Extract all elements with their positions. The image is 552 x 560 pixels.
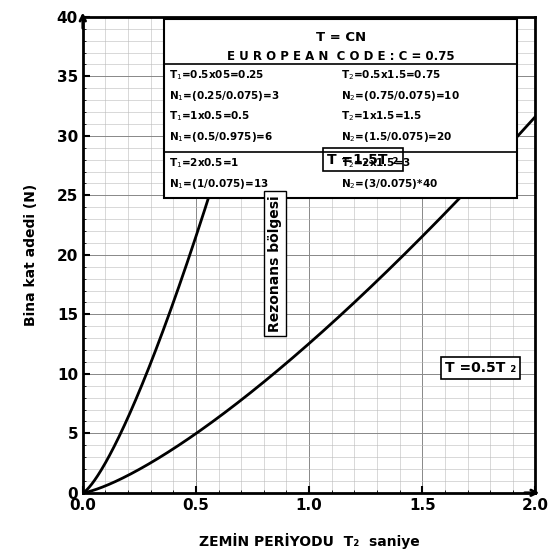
FancyBboxPatch shape	[164, 19, 517, 198]
Text: T$_1$=0.5x05=0.25: T$_1$=0.5x05=0.25	[169, 68, 264, 82]
Text: T$_2$=0.5x1.5=0.75: T$_2$=0.5x1.5=0.75	[341, 68, 440, 82]
Text: Rezonans bölgesi: Rezonans bölgesi	[268, 195, 282, 332]
Text: N$_1$=(1/0.075)=13: N$_1$=(1/0.075)=13	[169, 177, 269, 191]
Text: T =1.5T ₂: T =1.5T ₂	[327, 153, 399, 167]
Text: ZEMİN PERİYODU  T₂  saniye: ZEMİN PERİYODU T₂ saniye	[199, 533, 420, 549]
Text: Bina kat adedi (N): Bina kat adedi (N)	[24, 184, 38, 326]
Text: T =0.5T ₂: T =0.5T ₂	[445, 361, 516, 375]
Text: E U R O P E A N  C O D E : C = 0.75: E U R O P E A N C O D E : C = 0.75	[227, 50, 455, 63]
Text: N$_2$=(1.5/0.075)=20: N$_2$=(1.5/0.075)=20	[341, 129, 452, 143]
Text: N$_2$=(0.75/0.075)=10: N$_2$=(0.75/0.075)=10	[341, 88, 460, 102]
Text: T$_2$=2x1.5=3: T$_2$=2x1.5=3	[341, 156, 411, 170]
Text: T$_1$=1x0.5=0.5: T$_1$=1x0.5=0.5	[169, 109, 250, 123]
Text: N$_1$=(0.25/0.075)=3: N$_1$=(0.25/0.075)=3	[169, 88, 279, 102]
Text: T$_2$=1x1.5=1.5: T$_2$=1x1.5=1.5	[341, 109, 422, 123]
Text: N$_2$=(3/0.075)*40: N$_2$=(3/0.075)*40	[341, 177, 438, 191]
Text: T = CN: T = CN	[316, 31, 366, 44]
Text: N$_1$=(0.5/0.975)=6: N$_1$=(0.5/0.975)=6	[169, 129, 273, 143]
Text: T$_1$=2x0.5=1: T$_1$=2x0.5=1	[169, 156, 239, 170]
